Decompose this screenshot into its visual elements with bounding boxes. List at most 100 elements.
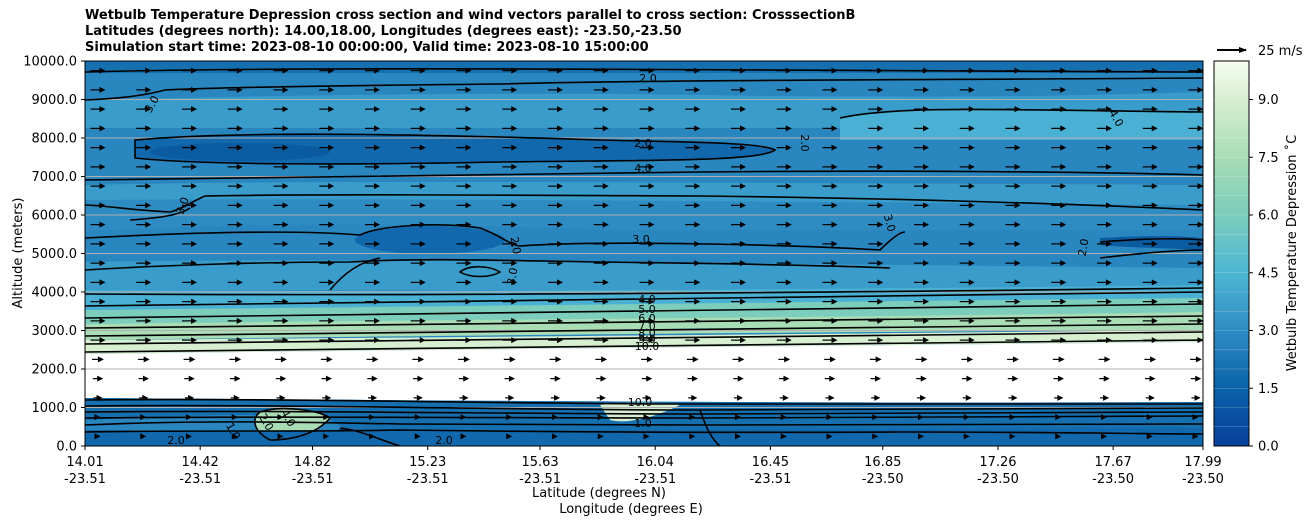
wind-arrow — [685, 337, 701, 344]
wind-arrow — [139, 394, 149, 401]
wind-arrow — [140, 433, 147, 440]
wind-arrow — [319, 183, 335, 190]
wind-arrow — [502, 106, 518, 113]
wind-arrow — [182, 67, 197, 74]
wind-arrow — [825, 394, 835, 401]
wind-arrow — [962, 375, 973, 382]
wind-arrow — [1097, 86, 1112, 93]
colorbar-tick-label: 9.0 — [1258, 93, 1279, 108]
contour-label: 9.0 — [638, 333, 656, 346]
wind-arrow — [914, 260, 929, 267]
wind-arrow — [1188, 317, 1203, 324]
wind-arrow — [731, 202, 746, 209]
wind-arrow — [504, 375, 515, 382]
wind-arrow — [959, 298, 975, 305]
wind-arrow — [824, 356, 836, 363]
y-tick-label: 7000.0 — [32, 170, 78, 185]
wind-arrow — [914, 144, 929, 151]
wind-arrow — [1007, 356, 1019, 363]
wind-arrow — [94, 433, 101, 440]
wind-arrow — [685, 221, 701, 228]
wind-arrow — [365, 221, 380, 228]
wind-arrow — [961, 356, 974, 363]
wind-arrow — [685, 183, 701, 190]
wind-arrow — [319, 144, 335, 151]
wind-arrow — [1051, 221, 1067, 228]
wind-arrow — [959, 221, 975, 228]
wind-arrow — [182, 240, 197, 247]
wind-arrow — [227, 106, 243, 113]
wind-arrow — [502, 163, 518, 170]
wind-arrow — [593, 67, 609, 74]
wind-arrow — [822, 279, 838, 286]
chart-title-line-3: Simulation start time: 2023-08-10 00:00:… — [85, 40, 649, 55]
wind-arrow — [410, 221, 426, 228]
wind-arrow — [90, 183, 106, 190]
wind-arrow — [273, 183, 289, 190]
wind-arrow — [597, 433, 604, 440]
wind-arrow — [1055, 433, 1062, 440]
wind-arrow — [918, 414, 924, 421]
wind-arrow — [735, 433, 741, 440]
wind-arrow — [502, 221, 518, 228]
wind-arrow — [685, 298, 701, 305]
wind-arrow — [776, 183, 792, 190]
wind-arrow — [776, 106, 792, 113]
wind-arrow — [959, 125, 975, 132]
wind-arrow — [414, 433, 421, 440]
wind-arrow — [456, 279, 472, 286]
wind-arrow — [639, 106, 655, 113]
wind-arrow — [93, 394, 103, 401]
wind-arrow — [182, 298, 197, 305]
wind-arrow — [231, 433, 238, 440]
wind-arrow — [1142, 317, 1158, 324]
wind-arrow — [365, 86, 380, 93]
wind-arrow — [1188, 202, 1203, 209]
wind-arrow — [1097, 279, 1112, 286]
contour-label-text: 2.0 — [1076, 238, 1092, 257]
wind-arrow — [959, 144, 975, 151]
wind-arrow — [227, 86, 243, 93]
wind-arrow — [639, 125, 655, 132]
wind-arrow — [914, 163, 929, 170]
wind-arrow — [365, 240, 380, 247]
wind-arrow — [502, 298, 518, 305]
wind-arrow — [182, 279, 197, 286]
wind-arrow — [1097, 202, 1112, 209]
wind-arrow — [822, 86, 838, 93]
contour-label: 5.0 — [638, 303, 656, 316]
wind-arrow — [90, 221, 106, 228]
wind-arrow — [410, 279, 426, 286]
wind-arrow — [1051, 298, 1067, 305]
wind-arrow — [1005, 86, 1021, 93]
wind-arrow — [456, 298, 472, 305]
contour-label-text: 3.0 — [632, 233, 650, 246]
wind-arrow — [1051, 67, 1067, 74]
wind-arrow — [868, 240, 884, 247]
y-tick-label: 2000.0 — [32, 363, 78, 378]
wind-arrow — [548, 106, 563, 113]
wind-arrow — [1097, 106, 1112, 113]
contour-label-text: 10.0 — [635, 340, 660, 353]
wind-arrow — [822, 240, 838, 247]
wind-arrow — [779, 394, 789, 401]
wind-arrow — [502, 279, 518, 286]
wind-arrow — [639, 221, 655, 228]
y-tick-label: 3000.0 — [32, 324, 78, 339]
wind-arrow — [548, 260, 563, 267]
x-tick-label-lon: -23.51 — [749, 472, 791, 487]
wind-arrow — [822, 163, 838, 170]
wind-arrow — [410, 67, 426, 74]
wind-arrow — [1142, 279, 1158, 286]
wind-arrow — [1101, 433, 1107, 440]
x-tick-label-lon: -23.51 — [292, 472, 334, 487]
wind-arrow — [277, 414, 284, 421]
wind-arrow — [90, 163, 106, 170]
contour-label: 3.0 — [881, 213, 898, 233]
wind-arrow — [593, 317, 609, 324]
wind-arrow — [227, 221, 243, 228]
contour-label-text: 2.0 — [435, 434, 453, 447]
contour-label-text: 7.0 — [638, 320, 656, 333]
wind-arrow — [548, 317, 563, 324]
x-axis-label-lon: Longitude (degrees E) — [559, 502, 703, 517]
